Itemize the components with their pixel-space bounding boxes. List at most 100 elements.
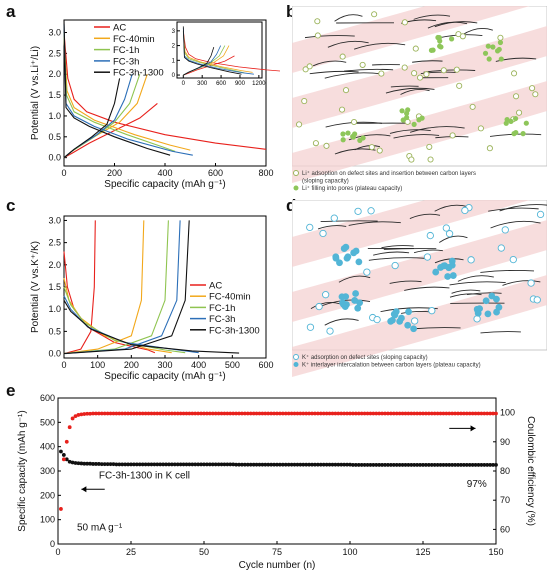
efficiency-point — [234, 411, 239, 416]
capacity-point — [418, 463, 422, 467]
chart-c: 0 100 200 300 400 500 600 0.0 0.5 1.0 1.5 2.0 2.5 3.0… — [30, 215, 274, 382]
x-tick-label: 200 — [124, 360, 139, 370]
capacity-point — [76, 461, 81, 466]
arrow-left-head-icon — [81, 486, 87, 493]
efficiency-point — [345, 411, 349, 416]
panel-label-b: b — [286, 2, 297, 21]
efficiency-point — [82, 412, 87, 416]
open-ion-circle — [411, 317, 419, 325]
efficiency-point — [339, 411, 344, 416]
carbon-layer — [490, 220, 541, 229]
efficiency-point — [175, 411, 180, 416]
filled-ion-circle — [441, 262, 449, 270]
filled-ion-circle — [486, 56, 492, 62]
efficiency-point — [356, 411, 361, 416]
open-ion-circle — [306, 223, 314, 232]
efficiency-point — [231, 411, 236, 416]
capacity-point — [456, 463, 460, 467]
chart-e: 0 25 50 75 100 125 150 0 100 200 300 400 500 600 60 70 8… — [17, 393, 536, 571]
efficiency-point — [426, 411, 431, 416]
capacity-point — [476, 463, 481, 467]
open-ion-circle — [376, 147, 383, 154]
efficiency-point — [409, 411, 414, 416]
efficiency-point — [283, 411, 288, 416]
carbon-layer — [368, 257, 426, 261]
capacity-point — [345, 462, 349, 467]
filled-ion-circle — [355, 258, 363, 266]
capacity-point — [388, 463, 393, 467]
efficiency-point — [348, 411, 352, 416]
efficiency-point — [137, 411, 142, 416]
series-line-AC-charge — [63, 102, 158, 159]
x-tick-label: 75 — [272, 547, 282, 557]
efficiency-point — [333, 411, 338, 416]
efficiency-point — [245, 411, 250, 416]
carbon-layer — [449, 293, 482, 298]
efficiency-point — [353, 411, 358, 416]
capacity-point — [464, 463, 469, 467]
filled-ion-circle — [512, 115, 519, 122]
efficiency-point — [388, 411, 393, 416]
open-ion-circle — [461, 206, 469, 215]
carbon-layer — [353, 42, 406, 50]
efficiency-point — [155, 411, 160, 416]
capacity-point — [467, 463, 472, 467]
capacity-point — [187, 462, 192, 467]
capacity-point — [491, 463, 495, 467]
open-ion-circle — [339, 53, 346, 60]
capacity-point — [205, 462, 209, 467]
filled-ion-circle — [449, 36, 455, 42]
capacity-point — [207, 462, 212, 467]
efficiency-point — [228, 411, 233, 416]
open-ion-circle — [401, 19, 408, 26]
open-ion-circle — [350, 118, 358, 126]
annotation-rate: 50 mA g⁻¹ — [77, 523, 123, 534]
legend-text: Li⁺ adsoption on defect sites and insert… — [302, 170, 476, 177]
y-tick-label: 0.5 — [48, 326, 61, 336]
series-line-FC-3h-1300-discharge — [63, 300, 240, 354]
capacity-point — [400, 463, 405, 467]
open-ion-circle — [509, 255, 517, 264]
open-ion-circle — [412, 45, 419, 52]
series-line-AC-discharge — [63, 32, 267, 150]
y2-tick-label: 70 — [500, 495, 510, 505]
filled-ion-circle — [436, 34, 442, 41]
carbon-layer — [389, 280, 422, 284]
series-line-AC-charge — [183, 55, 235, 76]
open-ion-circle — [312, 140, 319, 147]
carbon-layer — [412, 60, 443, 63]
capacity-point — [234, 462, 239, 467]
efficiency-point — [207, 411, 212, 416]
capacity-point — [175, 462, 180, 467]
series-line-FC-3h-1300-discharge — [63, 19, 171, 156]
efficiency-point — [391, 411, 396, 416]
efficiency-point — [406, 411, 411, 416]
efficiency-point — [351, 411, 355, 416]
legend-label-FC-3h: FC-3h — [113, 56, 139, 67]
efficiency-point — [491, 411, 495, 416]
efficiency-point — [102, 411, 107, 416]
capacity-point — [129, 462, 133, 467]
capacity-point — [82, 461, 87, 466]
capacity-point — [152, 462, 157, 467]
filled-ion-circle — [392, 308, 400, 316]
carbon-layer — [434, 258, 464, 264]
capacity-point — [295, 462, 300, 467]
panel-label-e: e — [6, 381, 16, 400]
panel-label-a: a — [6, 2, 16, 21]
open-ion-circle — [456, 82, 463, 89]
efficiency-point — [269, 411, 274, 416]
carbon-layer — [390, 85, 419, 88]
series-line-FC-1h-charge — [63, 220, 169, 355]
capacity-point — [111, 462, 116, 467]
capacity-point — [391, 463, 396, 467]
y-tick-label: 1.5 — [48, 90, 61, 100]
carbon-layer — [310, 302, 341, 310]
inset-x-tick-label: 0 — [182, 81, 186, 87]
x-tick-label: 50 — [199, 547, 209, 557]
pink-band — [292, 6, 530, 73]
efficiency-point — [429, 411, 434, 416]
capacity-point — [444, 463, 449, 467]
efficiency-point — [132, 411, 136, 416]
filled-ion-circle — [405, 107, 411, 113]
